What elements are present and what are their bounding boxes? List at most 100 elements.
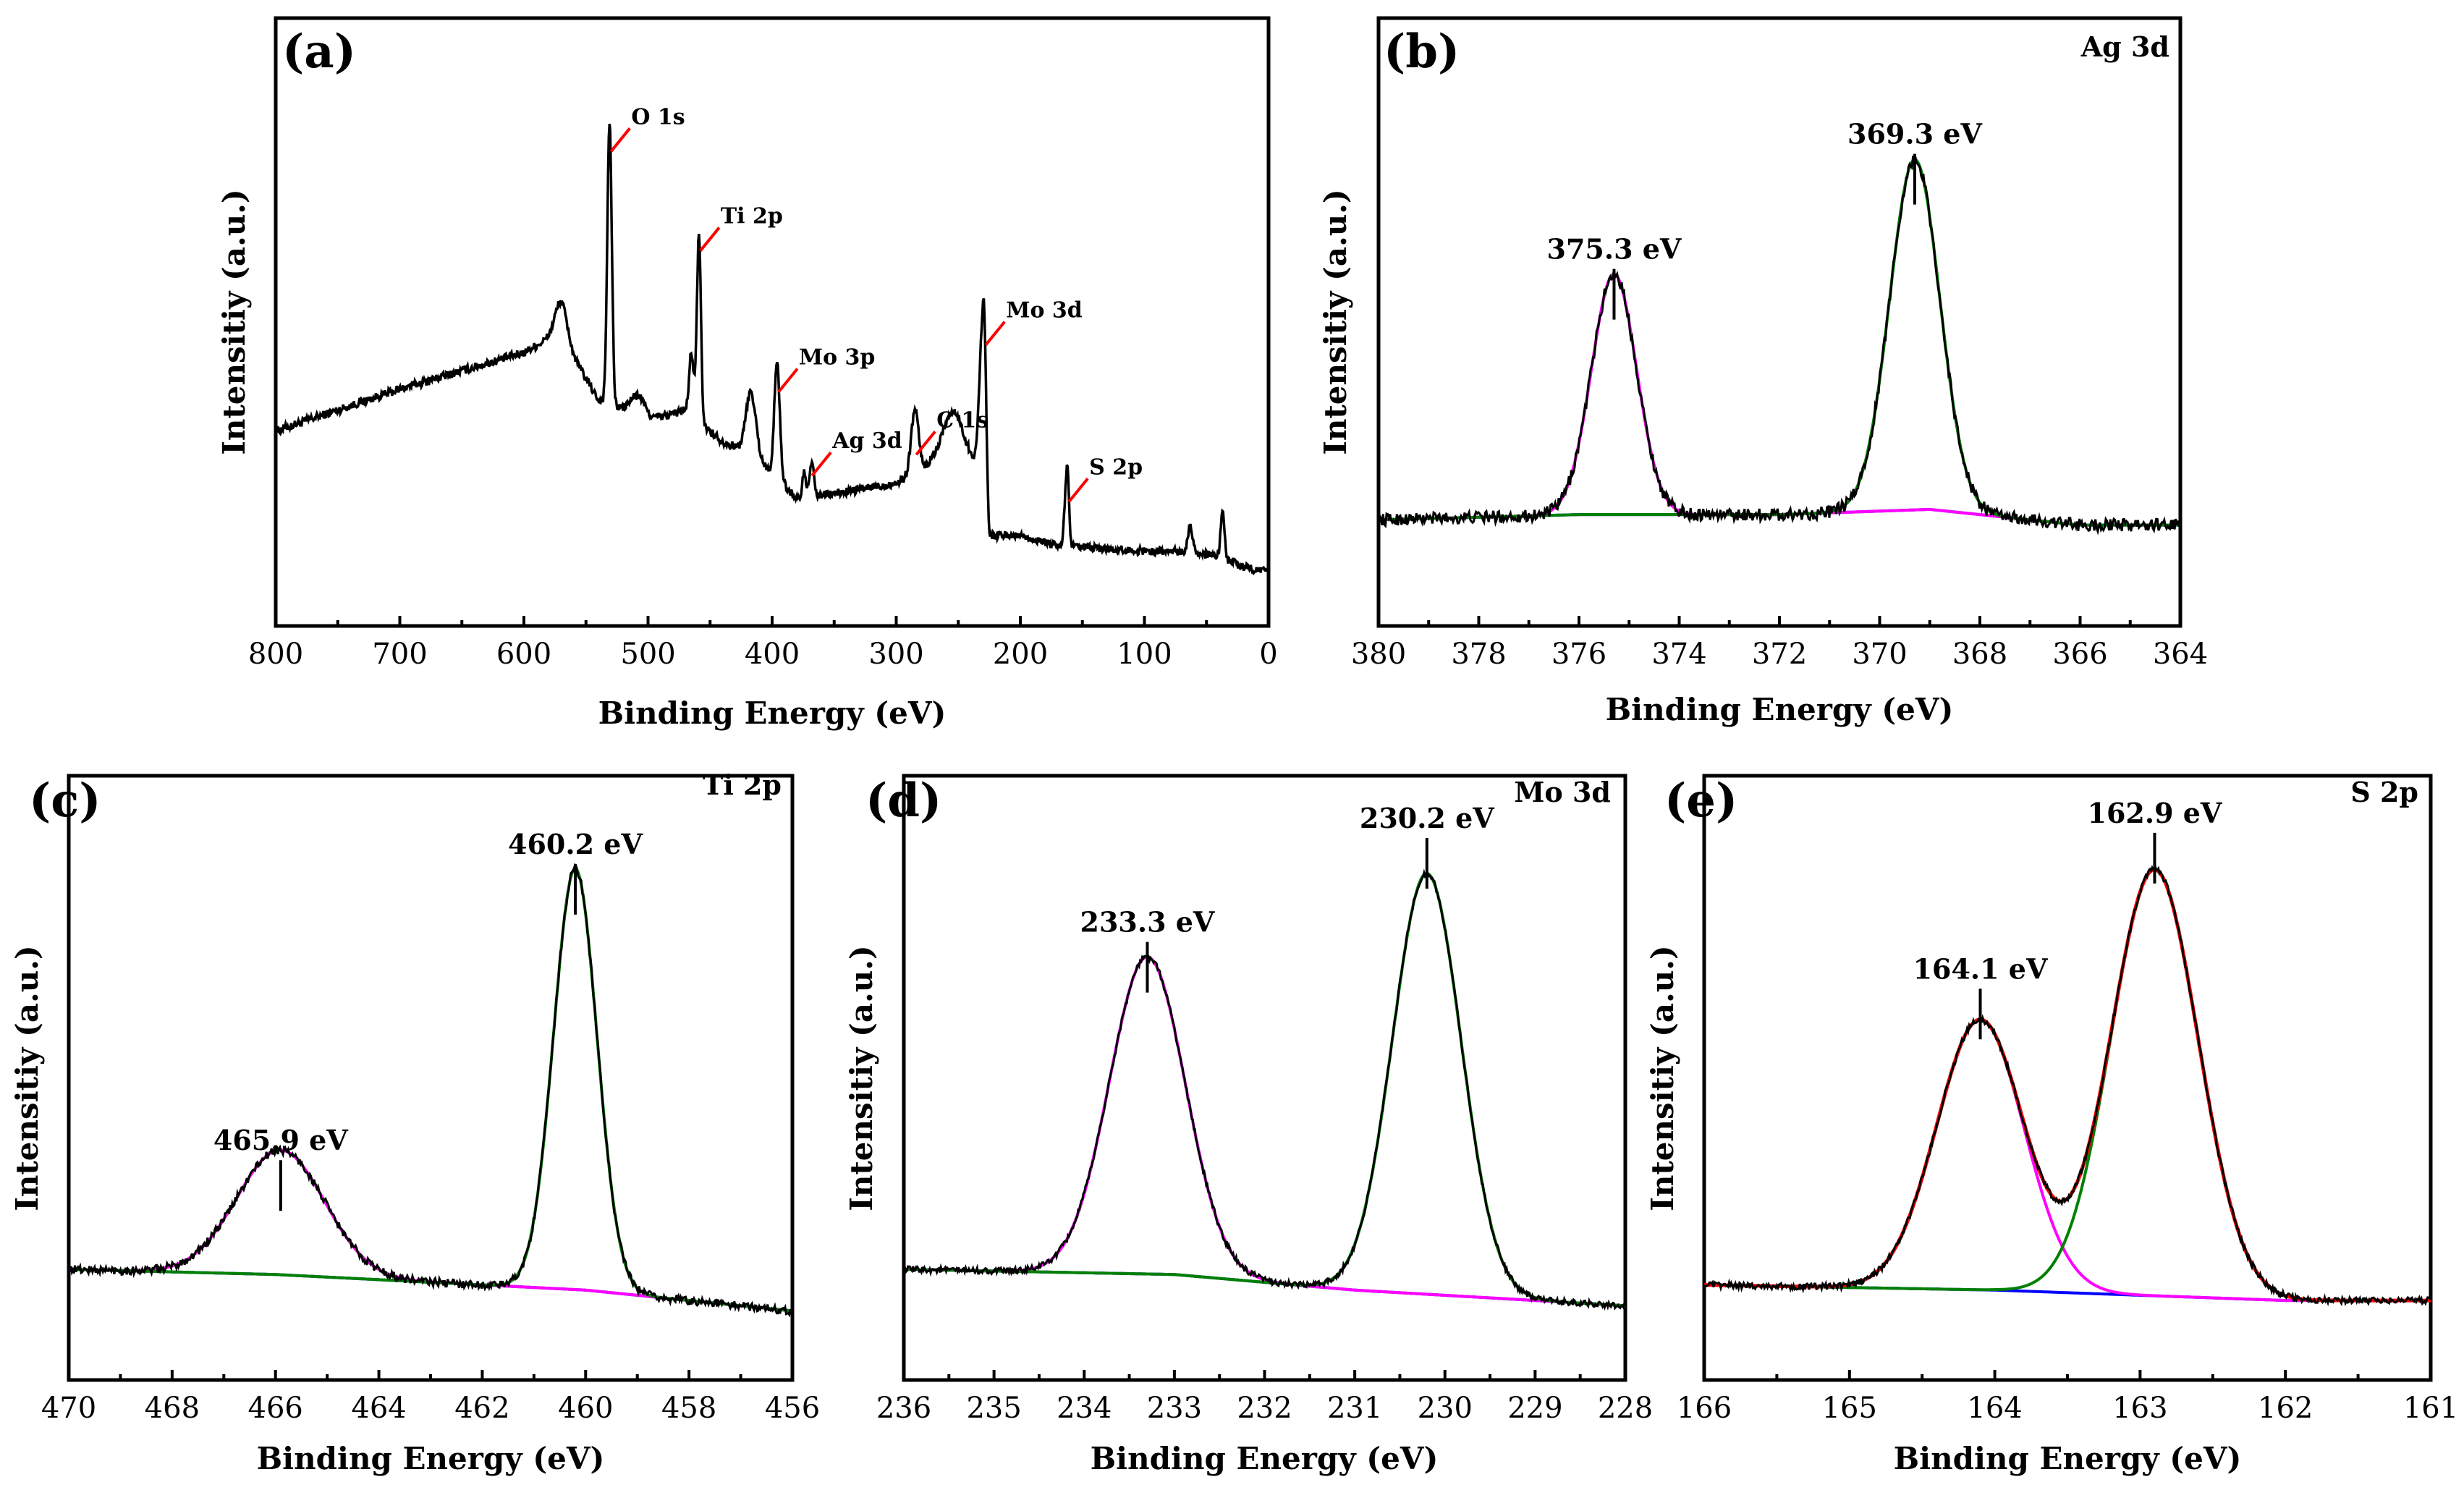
peak-energy-label: 230.2 eV bbox=[1360, 802, 1495, 834]
panel-b-plot bbox=[1377, 156, 2182, 536]
panel-d-xtick-label: 230 bbox=[1418, 1392, 1473, 1425]
survey-peak-label: Mo 3d bbox=[1006, 298, 1083, 323]
panel-a-xtick-label: 700 bbox=[372, 638, 427, 671]
panel-b-xtick-label: 376 bbox=[1551, 638, 1606, 671]
survey-peak-pointer bbox=[699, 227, 721, 252]
panel-b-xticks: 380 378 376 374 372 370 368 366 364 bbox=[1351, 616, 2208, 671]
panel-c-raw-spectrum bbox=[67, 863, 794, 1318]
panel-b-ag3d: (b) Ag 3d Binding Energy (eV) Intensitiy… bbox=[1318, 16, 2208, 727]
panel-e-ylabel: Intensitiy (a.u.) bbox=[1645, 945, 1680, 1211]
panel-a-xtick-label: 500 bbox=[620, 638, 675, 671]
panel-c-xtick-label: 464 bbox=[351, 1392, 406, 1425]
panel-d-xtick-label: 233 bbox=[1147, 1392, 1202, 1425]
panel-b-ylabel: Intensitiy (a.u.) bbox=[1318, 189, 1353, 455]
panel-e-xtick-label: 162 bbox=[2258, 1392, 2313, 1425]
survey-peak-pointer bbox=[984, 321, 1006, 346]
panel-d-plot bbox=[902, 868, 1627, 1311]
panel-d-ylabel: Intensitiy (a.u.) bbox=[844, 945, 879, 1211]
panel-b-fit-component bbox=[1379, 272, 2180, 527]
panel-a-xtick-label: 400 bbox=[745, 638, 800, 671]
panel-e-xtick-label: 163 bbox=[2112, 1392, 2167, 1425]
panel-d-label: (d) bbox=[865, 774, 941, 828]
panel-d-xtick-label: 231 bbox=[1327, 1392, 1382, 1425]
panel-b-markers: 375.3 eV 369.3 eV bbox=[1547, 118, 1983, 320]
panel-a-xlabel: Binding Energy (eV) bbox=[598, 695, 947, 731]
panel-c-baseline bbox=[68, 1268, 793, 1313]
panel-e-fit-component bbox=[1704, 868, 2431, 1303]
panel-d-markers: 233.3 eV 230.2 eV bbox=[1080, 802, 1495, 993]
panel-d-fit-component bbox=[903, 955, 1626, 1308]
panel-d-xticks: 236 235 234 233 232 231 230 229 228 bbox=[876, 1370, 1653, 1425]
survey-peak-pointer bbox=[810, 451, 832, 477]
panel-b-xtick-label: 368 bbox=[1952, 638, 2007, 671]
panel-d-xtick-label: 235 bbox=[966, 1392, 1021, 1425]
panel-e-markers: 164.1 eV 162.9 eV bbox=[1913, 797, 2223, 1040]
panel-e-xtick-label: 165 bbox=[1822, 1392, 1877, 1425]
survey-peak-label: S 2p bbox=[1089, 454, 1143, 480]
panel-b-xtick-label: 366 bbox=[2052, 638, 2107, 671]
panel-c-xlabel: Binding Energy (eV) bbox=[257, 1441, 605, 1476]
panel-c-markers: 465.9 eV 460.2 eV bbox=[213, 828, 643, 1211]
panel-c-ylabel: Intensitiy (a.u.) bbox=[9, 945, 45, 1211]
survey-peak-label: Ti 2p bbox=[721, 204, 783, 229]
panel-b-xtick-label: 378 bbox=[1451, 638, 1506, 671]
panel-d-xtick-label: 234 bbox=[1057, 1392, 1112, 1425]
panel-c-xtick-label: 456 bbox=[765, 1392, 820, 1425]
panel-d-xtick-label: 229 bbox=[1507, 1392, 1562, 1425]
peak-energy-label: 162.9 eV bbox=[2088, 797, 2223, 829]
panel-c-fit-component bbox=[68, 1148, 793, 1313]
panel-c-xtick-label: 466 bbox=[248, 1392, 303, 1425]
panel-c-xtick-label: 470 bbox=[41, 1392, 96, 1425]
panel-a-xtick-label: 300 bbox=[868, 638, 923, 671]
panel-c-plot bbox=[67, 863, 794, 1318]
panel-a-plot bbox=[274, 124, 1270, 576]
peak-energy-label: 233.3 eV bbox=[1080, 906, 1216, 939]
panel-e-s2p: (e) S 2p Binding Energy (eV) Intensitiy … bbox=[1645, 774, 2458, 1476]
panel-e-plot bbox=[1703, 863, 2432, 1307]
panel-e-xtick-label: 161 bbox=[2403, 1392, 2458, 1425]
panel-b-xtick-label: 364 bbox=[2153, 638, 2208, 671]
panel-d-xtick-label: 232 bbox=[1237, 1392, 1292, 1425]
panel-a-xticks: 800 700 600 500 400 300 200 100 0 bbox=[248, 616, 1278, 671]
panel-a-xtick-label: 600 bbox=[496, 638, 551, 671]
survey-peak-label: C 1s bbox=[936, 407, 988, 433]
panel-a-xtick-label: 0 bbox=[1259, 638, 1277, 671]
panel-d-fit-component bbox=[903, 871, 1626, 1308]
panel-a-survey: (a) Binding Energy (eV) Intensitiy (a.u.… bbox=[216, 16, 1278, 731]
panel-b-xtick-label: 380 bbox=[1351, 638, 1406, 671]
panel-e-xticks: 166 165 164 163 162 161 bbox=[1677, 1370, 2458, 1425]
peak-energy-label: 460.2 eV bbox=[508, 828, 643, 860]
peak-energy-label: 465.9 eV bbox=[213, 1124, 349, 1156]
panel-c-xtick-label: 468 bbox=[145, 1392, 200, 1425]
panel-d-raw-spectrum bbox=[902, 868, 1627, 1311]
survey-peak-pointer bbox=[1067, 478, 1089, 503]
panel-a-ylabel: Intensitiy (a.u.) bbox=[216, 189, 252, 455]
panel-c-xtick-label: 458 bbox=[661, 1392, 716, 1425]
panel-b-frame bbox=[1376, 16, 2183, 628]
panel-d-mo3d: (d) Mo 3d Binding Energy (eV) Intensitiy… bbox=[844, 774, 1653, 1476]
panel-c-label: (c) bbox=[29, 774, 101, 828]
panel-a-annotations: O 1s Ti 2p Mo 3p Ag 3d C 1s Mo 3d S 2p bbox=[609, 104, 1143, 503]
panel-b-xtick-label: 370 bbox=[1852, 638, 1907, 671]
panel-e-xtick-label: 166 bbox=[1677, 1392, 1732, 1425]
panel-b-label: (b) bbox=[1384, 25, 1460, 79]
panel-c-xtick-label: 460 bbox=[558, 1392, 613, 1425]
panel-c-frame bbox=[67, 774, 795, 1382]
panel-c-ti2p: (c) Ti 2p Binding Energy (eV) Intensitiy… bbox=[9, 769, 820, 1476]
panel-e-xtick-label: 164 bbox=[1967, 1392, 2022, 1425]
panel-b-xtick-label: 374 bbox=[1651, 638, 1706, 671]
panel-a-xtick-label: 800 bbox=[248, 638, 303, 671]
panel-d-xtick-label: 228 bbox=[1598, 1392, 1653, 1425]
panel-a-xtick-label: 200 bbox=[993, 638, 1048, 671]
panel-b-xtick-label: 372 bbox=[1752, 638, 1807, 671]
survey-peak-pointer bbox=[777, 368, 799, 393]
survey-peak-pointer bbox=[609, 127, 631, 153]
panel-c-xtick-label: 462 bbox=[454, 1392, 509, 1425]
panel-a-xtick-label: 100 bbox=[1117, 638, 1172, 671]
panel-e-frame bbox=[1702, 774, 2433, 1382]
panel-e-fit-component bbox=[1704, 1018, 2431, 1303]
panel-d-corner-label: Mo 3d bbox=[1514, 776, 1611, 808]
peak-energy-label: 375.3 eV bbox=[1547, 233, 1682, 266]
